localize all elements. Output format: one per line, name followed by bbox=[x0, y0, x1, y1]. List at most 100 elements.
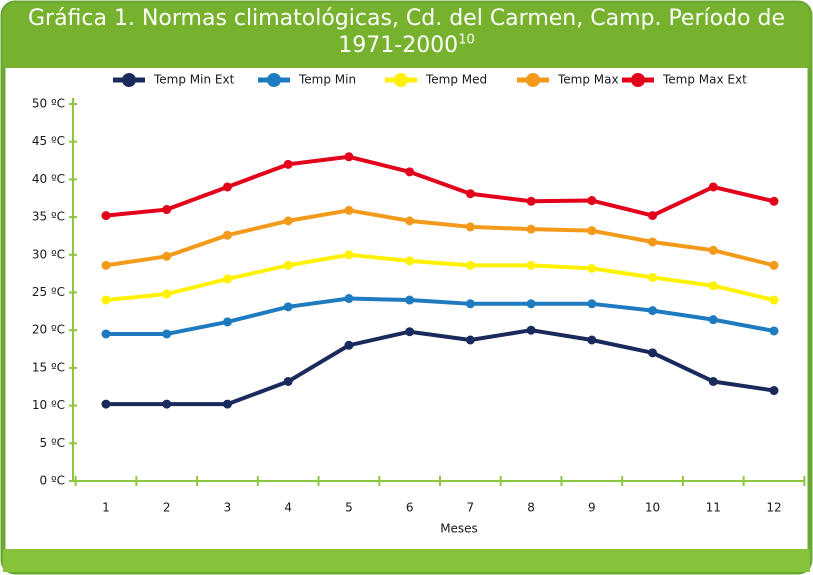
series-line bbox=[105, 154, 775, 218]
data-point bbox=[344, 205, 354, 215]
legend-label: Temp Min bbox=[298, 73, 356, 87]
data-point bbox=[162, 289, 172, 299]
data-point bbox=[101, 260, 111, 270]
data-point bbox=[648, 272, 658, 282]
data-point bbox=[344, 152, 354, 162]
x-tick-label: 1 bbox=[102, 501, 110, 515]
data-point bbox=[162, 251, 172, 261]
data-point bbox=[344, 294, 354, 304]
data-point bbox=[222, 274, 232, 284]
x-axis-label: Meses bbox=[440, 522, 478, 536]
title-superscript: 10 bbox=[458, 32, 475, 48]
data-point bbox=[344, 250, 354, 260]
x-tick-label: 12 bbox=[766, 501, 781, 515]
data-point bbox=[222, 317, 232, 327]
data-point bbox=[222, 399, 232, 409]
data-point bbox=[162, 329, 172, 339]
x-tick-label: 4 bbox=[284, 501, 292, 515]
data-point bbox=[769, 386, 779, 396]
data-point bbox=[708, 281, 718, 291]
legend-marker bbox=[631, 73, 645, 87]
y-tick-label: 5 ºC bbox=[40, 436, 65, 450]
legend-label: Temp Max Ext bbox=[662, 73, 747, 87]
data-point bbox=[222, 182, 232, 192]
title-text: Gráfica 1. Normas climatológicas, Cd. de… bbox=[27, 6, 785, 58]
data-point bbox=[769, 326, 779, 336]
data-point bbox=[162, 205, 172, 215]
data-point bbox=[769, 295, 779, 305]
data-point bbox=[465, 222, 475, 232]
data-point bbox=[344, 340, 354, 350]
series-line bbox=[106, 328, 775, 407]
y-tick-label: 0 ºC bbox=[40, 474, 65, 488]
data-point bbox=[405, 256, 415, 266]
x-tick-label: 10 bbox=[645, 501, 660, 515]
y-tick-label: 20 ºC bbox=[32, 323, 65, 337]
data-point bbox=[708, 315, 718, 325]
data-point bbox=[101, 211, 111, 221]
x-tick-label: 11 bbox=[706, 501, 721, 515]
legend-marker bbox=[526, 73, 540, 87]
data-point bbox=[587, 226, 597, 236]
legend-marker bbox=[394, 73, 408, 87]
data-point bbox=[648, 306, 658, 316]
data-point bbox=[769, 196, 779, 206]
data-point bbox=[708, 245, 718, 255]
legend-marker bbox=[267, 73, 281, 87]
series-line bbox=[105, 208, 775, 268]
data-point bbox=[526, 224, 536, 234]
data-point bbox=[101, 295, 111, 305]
data-point bbox=[283, 159, 293, 169]
data-point bbox=[283, 216, 293, 226]
x-tick-label: 3 bbox=[224, 501, 232, 515]
data-point bbox=[405, 167, 415, 177]
data-point bbox=[526, 299, 536, 309]
data-point bbox=[405, 327, 415, 337]
data-point bbox=[587, 335, 597, 345]
legend-label: Temp Max bbox=[557, 73, 619, 87]
data-point bbox=[283, 376, 293, 386]
legend-label: Temp Med bbox=[425, 73, 487, 87]
y-tick-label: 40 ºC bbox=[32, 172, 65, 186]
data-point bbox=[648, 237, 658, 247]
data-point bbox=[526, 260, 536, 270]
y-tick-label: 50 ºC bbox=[32, 97, 65, 111]
data-point bbox=[101, 329, 111, 339]
series-line bbox=[106, 296, 775, 336]
header-band bbox=[3, 3, 810, 68]
y-tick-label: 10 ºC bbox=[32, 398, 65, 412]
x-tick-label: 7 bbox=[467, 501, 475, 515]
y-tick-label: 45 ºC bbox=[32, 134, 65, 148]
data-point bbox=[587, 299, 597, 309]
data-point bbox=[465, 335, 475, 345]
data-point bbox=[708, 182, 718, 192]
data-point bbox=[283, 302, 293, 312]
data-point bbox=[769, 260, 779, 270]
y-tick-label: 25 ºC bbox=[32, 285, 65, 299]
data-point bbox=[648, 211, 658, 221]
data-point bbox=[162, 399, 172, 409]
y-tick-label: 35 ºC bbox=[32, 210, 65, 224]
series-line bbox=[105, 252, 775, 303]
data-point bbox=[708, 376, 718, 386]
y-tick-label: 30 ºC bbox=[32, 247, 65, 261]
data-point bbox=[465, 189, 475, 199]
y-tick-label: 15 ºC bbox=[32, 360, 65, 374]
data-point bbox=[101, 399, 111, 409]
data-point bbox=[587, 196, 597, 206]
data-point bbox=[405, 295, 415, 305]
x-tick-label: 9 bbox=[588, 501, 596, 515]
legend-marker bbox=[122, 73, 136, 87]
data-point bbox=[405, 216, 415, 226]
data-point bbox=[587, 263, 597, 273]
data-point bbox=[526, 196, 536, 206]
x-tick-label: 5 bbox=[345, 501, 353, 515]
x-tick-label: 2 bbox=[163, 501, 171, 515]
x-tick-label: 6 bbox=[406, 501, 414, 515]
data-point bbox=[465, 299, 475, 309]
x-tick-label: 8 bbox=[527, 501, 535, 515]
footer-band bbox=[3, 549, 810, 572]
